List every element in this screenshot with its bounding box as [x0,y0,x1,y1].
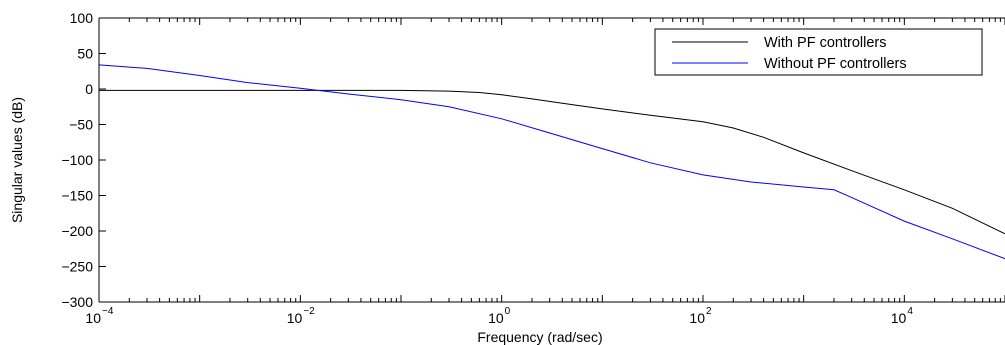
y-tick-label: −300 [61,294,93,310]
y-tick-label: −250 [61,259,93,275]
x-tick-exponent: −2 [303,306,315,317]
y-tick-label: 100 [70,10,94,26]
x-tick-label: 10 [287,310,303,326]
y-tick-label: −100 [61,152,93,168]
y-tick-label: −200 [61,223,93,239]
x-tick-label: 10 [891,310,907,326]
legend-label-without-pf: Without PF controllers [764,56,907,72]
y-axis-label: Singular values (dB) [9,97,25,223]
series-line-with-pf [99,89,1005,235]
x-tick-exponent: 4 [907,306,913,317]
x-tick-exponent: −4 [102,306,114,317]
x-tick-label: 10 [488,310,504,326]
series-line-without-pf [98,64,1005,260]
legend-label-with-pf: With PF controllers [764,35,886,51]
x-tick-exponent: 2 [706,306,712,317]
legend: With PF controllers Without PF controller… [654,28,983,76]
legend-box [654,28,983,76]
y-tick-label: 50 [77,46,93,62]
y-tick-label: −50 [69,117,93,133]
y-tick-label: −150 [61,188,93,204]
x-tick-label: 10 [689,310,705,326]
x-tick-label: 10 [85,310,101,326]
y-tick-label: 0 [85,81,93,97]
x-axis-label: Frequency (rad/sec) [477,329,602,345]
x-tick-exponent: 0 [505,306,511,317]
